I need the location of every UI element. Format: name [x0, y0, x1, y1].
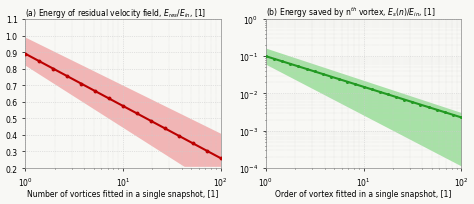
Text: (a) Energy of residual velocity field, $E_{res}/E_{in}$, [1]: (a) Energy of residual velocity field, $… — [25, 7, 207, 20]
X-axis label: Number of vortices fitted in a single snapshot, [1]: Number of vortices fitted in a single sn… — [27, 190, 219, 198]
Text: (b) Energy saved by n$^{th}$ vortex, $E_s(n)/E_{in}$, [1]: (b) Energy saved by n$^{th}$ vortex, $E_… — [266, 6, 436, 20]
X-axis label: Order of vortex fitted in a single snapshot, [1]: Order of vortex fitted in a single snaps… — [275, 190, 452, 198]
